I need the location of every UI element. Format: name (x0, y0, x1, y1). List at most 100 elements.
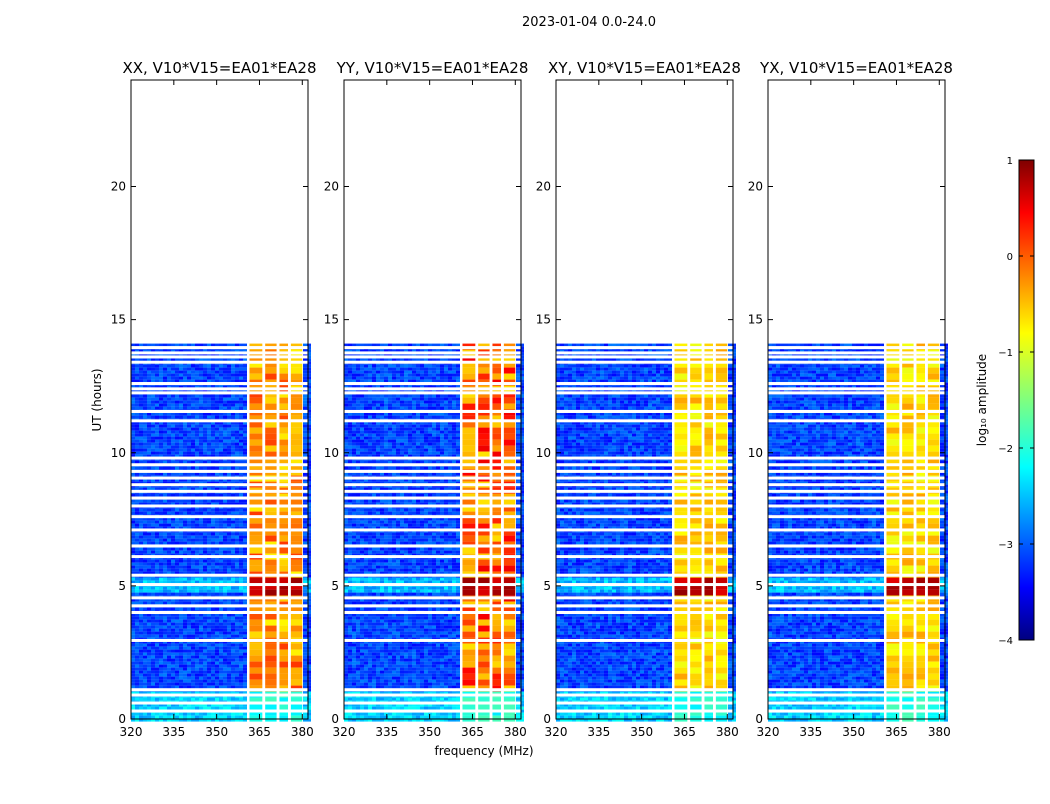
heatmap-cell (195, 617, 199, 620)
heatmap-cell (249, 404, 262, 410)
heatmap-cell (364, 374, 368, 377)
heatmap-cell (171, 551, 175, 554)
heatmap-cell (215, 614, 219, 617)
heatmap-cell (187, 512, 191, 515)
heatmap-cell (219, 500, 223, 503)
heatmap-cell (396, 401, 400, 404)
heatmap-cell (139, 365, 143, 368)
heatmap-cell (428, 407, 432, 410)
heatmap-cell (131, 644, 135, 647)
heatmap-cell (179, 644, 183, 647)
heatmap-cell (392, 416, 396, 419)
heatmap-cell (215, 569, 219, 572)
heatmap-cell (171, 434, 175, 437)
heatmap-cell (131, 509, 135, 512)
heatmap-cell (175, 713, 179, 716)
heatmap-cell (191, 521, 195, 524)
heatmap-cell (175, 533, 179, 536)
heatmap-cell (175, 371, 179, 374)
heatmap-cell (183, 467, 187, 470)
heatmap-cell (139, 413, 143, 416)
heatmap-cell (195, 716, 199, 719)
heatmap-cell (159, 686, 163, 689)
heatmap-cell (135, 614, 139, 617)
heatmap-cell (356, 377, 360, 380)
heatmap-cell (179, 452, 183, 455)
heatmap-cell (303, 602, 307, 605)
heatmap-cell (223, 587, 227, 590)
heatmap-cell (155, 569, 159, 572)
heatmap-cell (207, 467, 211, 470)
heatmap-cell (135, 446, 139, 449)
heatmap-cell (203, 683, 207, 686)
heatmap-cell (211, 524, 215, 527)
heatmap-cell (231, 440, 235, 443)
heatmap-cell (163, 632, 167, 635)
heatmap-cell (135, 395, 139, 398)
heatmap-cell (187, 698, 191, 701)
y-tick-label: 15 (111, 313, 126, 327)
heatmap-cell (203, 662, 207, 665)
heatmap-cell (231, 413, 235, 416)
heatmap-cell (408, 365, 412, 368)
x-tick-label: 335 (162, 725, 185, 739)
heatmap-cell (171, 425, 175, 428)
heatmap-cell (195, 587, 199, 590)
heatmap-cell (183, 521, 187, 524)
heatmap-cell (211, 443, 215, 446)
heatmap-cell (191, 404, 195, 407)
heatmap-cell (279, 620, 288, 626)
heatmap-cell (171, 374, 175, 377)
heatmap-cell (291, 422, 302, 428)
heatmap-cell (139, 623, 143, 626)
heatmap-cell (223, 395, 227, 398)
heatmap-cell (163, 407, 167, 410)
heatmap-cell (223, 647, 227, 650)
heatmap-cell (207, 680, 211, 683)
heatmap-cell (199, 437, 203, 440)
heatmap-cell (235, 644, 239, 647)
heatmap-cell (175, 542, 179, 545)
heatmap-cell (211, 374, 215, 377)
heatmap-cell (239, 404, 243, 407)
heatmap-cell (404, 368, 408, 371)
heatmap-cell (420, 407, 424, 410)
heatmap-cell (243, 566, 247, 569)
heatmap-cell (215, 407, 219, 410)
heatmap-cell (183, 533, 187, 536)
heatmap-cell (187, 365, 191, 368)
heatmap-cell (235, 434, 239, 437)
heatmap-cell (191, 368, 195, 371)
heatmap-cell (243, 593, 247, 596)
heatmap-cell (159, 665, 163, 668)
heatmap-cell (163, 521, 167, 524)
heatmap-cell (279, 650, 288, 656)
heatmap-cell (436, 416, 440, 419)
heatmap-cell (279, 644, 288, 650)
heatmap-cell (187, 671, 191, 674)
heatmap-cell (223, 674, 227, 677)
heatmap-cell (167, 647, 171, 650)
heatmap-cell (231, 461, 235, 464)
heatmap-cell (175, 467, 179, 470)
heatmap-cell (139, 617, 143, 620)
heatmap-cell (139, 560, 143, 563)
heatmap-cell (199, 659, 203, 662)
heatmap-cell (203, 614, 207, 617)
heatmap-cell (444, 374, 448, 377)
heatmap-cell (175, 608, 179, 611)
heatmap-cell (416, 413, 420, 416)
heatmap-cell (207, 650, 211, 653)
heatmap-cell (436, 374, 440, 377)
heatmap-cell (175, 431, 179, 434)
heatmap-cell (243, 428, 247, 431)
heatmap-cell (223, 461, 227, 464)
heatmap-cell (155, 566, 159, 569)
heatmap-cell (388, 416, 392, 419)
heatmap-cell (195, 614, 199, 617)
heatmap-cell (235, 524, 239, 527)
heatmap-cell (135, 416, 139, 419)
heatmap-cell (360, 371, 364, 374)
heatmap-cell (372, 371, 376, 374)
heatmap-cell (155, 647, 159, 650)
